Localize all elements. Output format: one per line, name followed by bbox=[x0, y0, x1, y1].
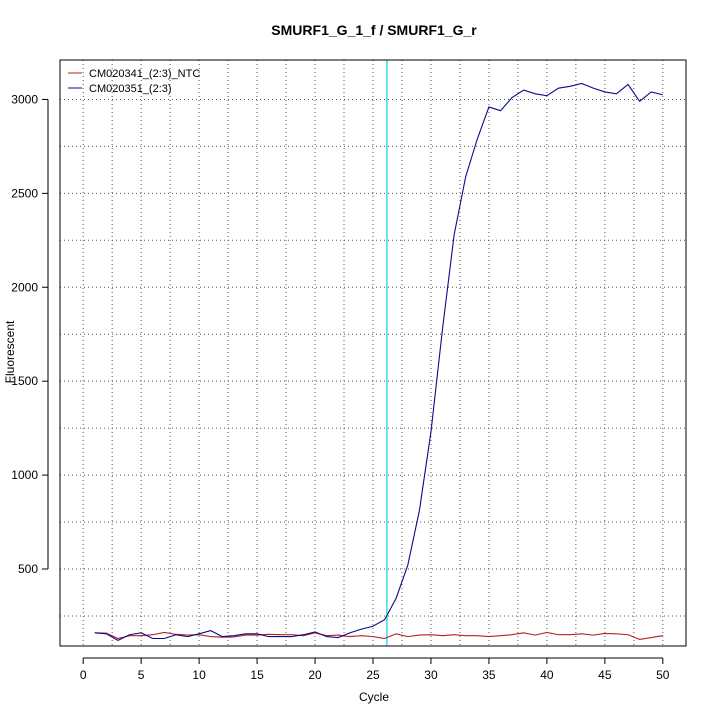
legend-label-ntc: CM020341_(2:3)_NTC bbox=[89, 68, 200, 80]
chart-title: SMURF1_G_1_f / SMURF1_G_r bbox=[271, 22, 477, 38]
x-tick-label: 10 bbox=[192, 668, 206, 682]
y-axis: 500 1000 1500 2000 2500 3000 bbox=[11, 92, 49, 576]
legend-label-sample: CM020351_(2:3) bbox=[89, 83, 172, 95]
x-tick-label: 45 bbox=[598, 668, 612, 682]
y-tick-label: 500 bbox=[18, 562, 38, 576]
grid-layer bbox=[60, 60, 686, 646]
x-tick-label: 20 bbox=[308, 668, 322, 682]
series-layer bbox=[94, 82, 663, 641]
y-axis-label: Fluorescent bbox=[3, 320, 17, 383]
x-tick-label: 15 bbox=[250, 668, 264, 682]
y-tick-label: 3000 bbox=[11, 92, 38, 106]
series-line-sample bbox=[94, 82, 663, 641]
x-axis-label: Cycle bbox=[359, 690, 389, 704]
x-axis: 0 5 10 15 20 25 30 35 40 45 50 bbox=[80, 657, 670, 682]
x-tick-label: 25 bbox=[366, 668, 380, 682]
legend: CM020341_(2:3)_NTC CM020351_(2:3) bbox=[68, 68, 200, 95]
x-tick-label: 40 bbox=[540, 668, 554, 682]
y-tick-label: 1000 bbox=[11, 468, 38, 482]
plot-frame bbox=[59, 59, 687, 647]
x-tick-label: 5 bbox=[138, 668, 145, 682]
x-tick-label: 0 bbox=[80, 668, 87, 682]
x-tick-label: 30 bbox=[424, 668, 438, 682]
x-tick-label: 50 bbox=[656, 668, 670, 682]
series-line-ntc bbox=[94, 631, 663, 640]
y-tick-label: 2500 bbox=[11, 186, 38, 200]
y-tick-label: 1500 bbox=[11, 374, 38, 388]
x-tick-label: 35 bbox=[482, 668, 496, 682]
y-tick-label: 2000 bbox=[11, 280, 38, 294]
